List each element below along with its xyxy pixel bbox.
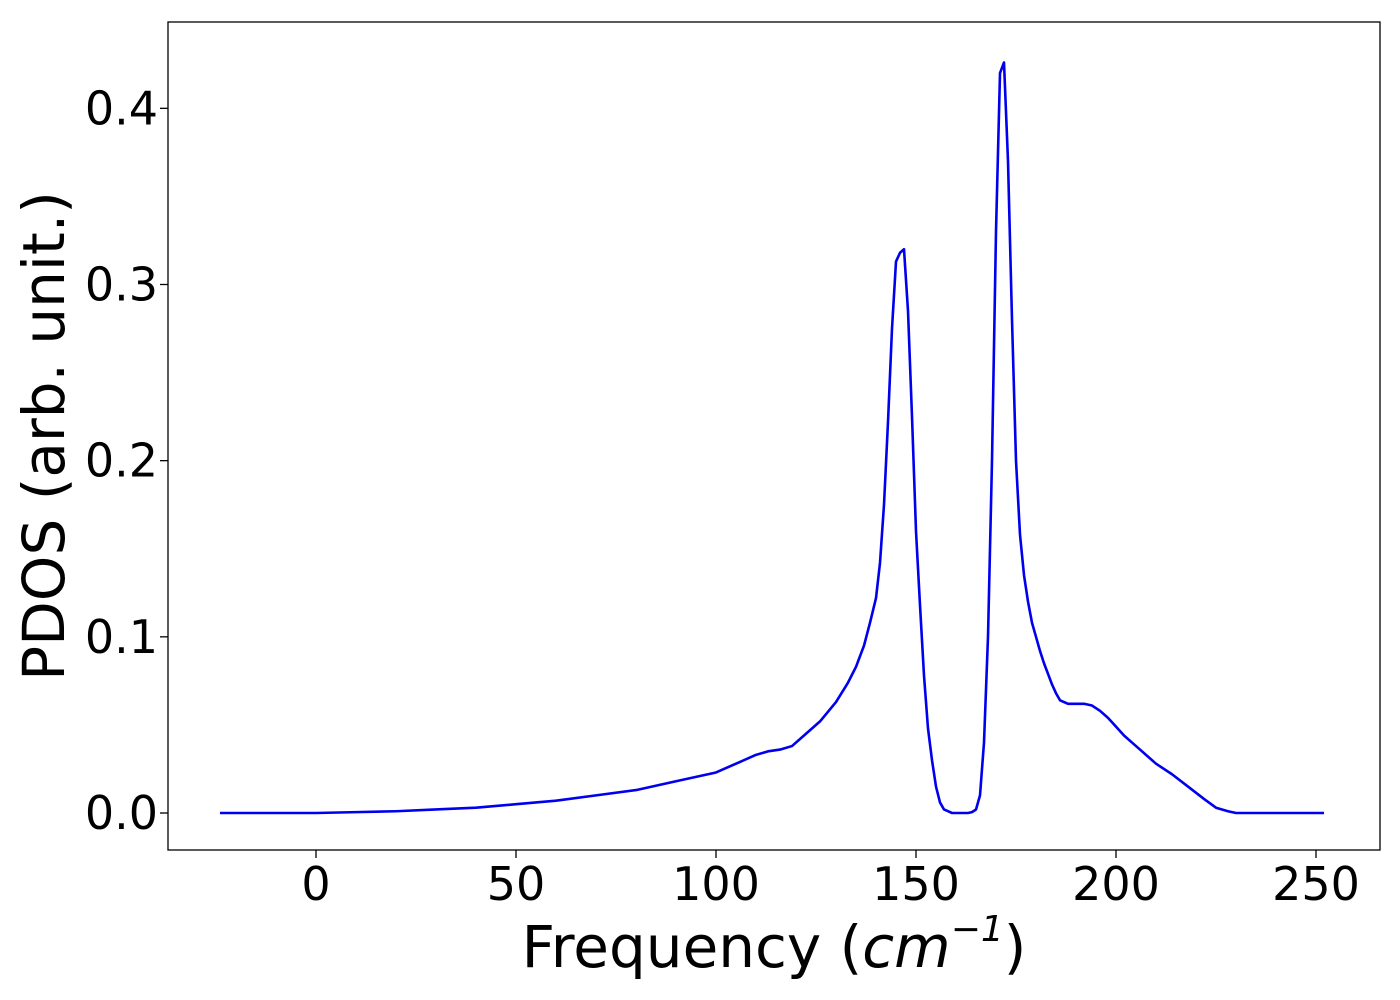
x-tick-label: 200 — [1072, 857, 1160, 911]
y-tick-label: 0.4 — [85, 81, 158, 135]
pdos-series-line — [220, 61, 1324, 815]
y-tick-label: 0.1 — [85, 610, 158, 664]
x-axis-label: Frequency (cm−1) — [522, 909, 1027, 981]
plot-frame — [167, 21, 1381, 851]
y-axis-label: PDOS (arb. unit.) — [10, 191, 78, 681]
y-tick-label: 0.3 — [85, 257, 158, 311]
x-tick-label: 50 — [487, 857, 546, 911]
x-tick-label: 100 — [672, 857, 760, 911]
x-tick-label: 0 — [301, 857, 330, 911]
y-tick-label: 0.0 — [85, 786, 158, 840]
x-tick-label: 250 — [1272, 857, 1360, 911]
y-tick-label: 0.2 — [85, 434, 158, 488]
axis-ticks: 0 50 100 150 200 250 0.0 0.1 0.2 0.3 0.4 — [85, 81, 1360, 911]
x-tick-label: 150 — [872, 857, 960, 911]
plot-area — [220, 61, 1324, 815]
